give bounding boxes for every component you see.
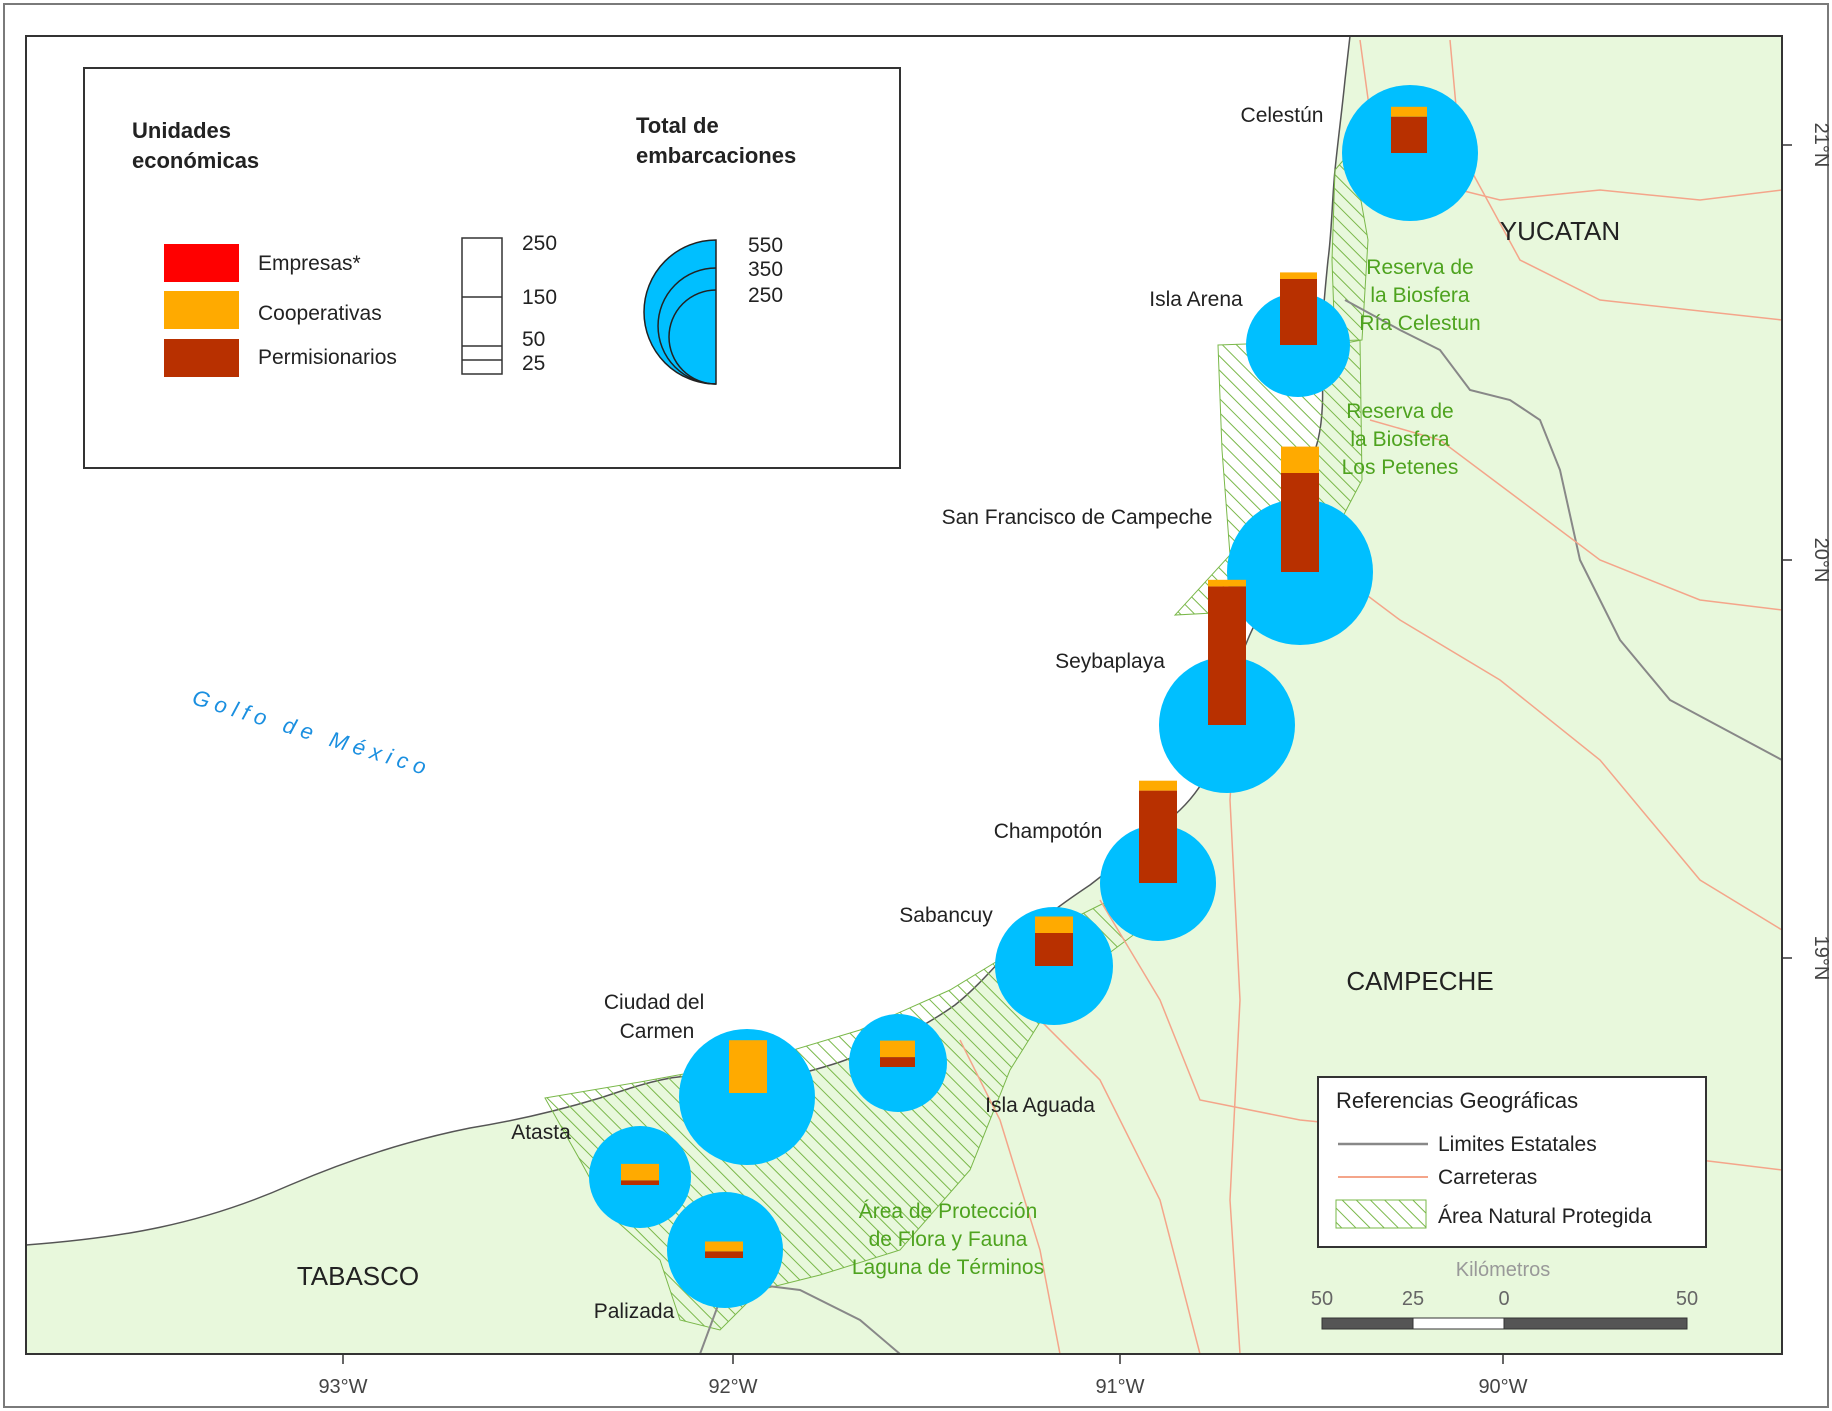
legend-label-cooperativas: Cooperativas xyxy=(258,302,382,325)
bar-permisionarios-seybaplaya xyxy=(1208,586,1246,725)
legend-circle-550: 550 xyxy=(748,234,783,257)
bar-permisionarios-sabancuy xyxy=(1035,933,1073,966)
geo-legend-roads: Carreteras xyxy=(1438,1166,1537,1189)
bar-cooperativas-champoton xyxy=(1139,780,1177,791)
bar-cooperativas-ciudad-del-carmen xyxy=(729,1040,767,1093)
locality-labels: Celestún Isla Arena San Francisco de Cam… xyxy=(511,104,1323,1323)
bar-cooperativas-celestun xyxy=(1391,106,1427,117)
lon-90: 90°W xyxy=(1478,1376,1527,1398)
lat-21: 21°N xyxy=(1810,123,1832,168)
boats-circle-ciudad-del-carmen xyxy=(679,1029,815,1165)
geo-legend-state: Limites Estatales xyxy=(1438,1133,1597,1156)
bar-cooperativas-san-francisco-de-campeche xyxy=(1281,446,1319,473)
lon-92: 92°W xyxy=(708,1376,757,1398)
longitude-axis xyxy=(342,1354,1504,1364)
reserve-terminos-label: Área de Protección de Flora y Fauna Lagu… xyxy=(852,1200,1044,1279)
bar-permisionarios-champoton xyxy=(1139,790,1177,883)
legend-boats-title-1: Total de xyxy=(636,113,719,138)
legend-units-title-2: económicas xyxy=(132,148,259,173)
legend-swatch-cooperativas xyxy=(164,291,239,329)
scale-tick-50-left: 50 xyxy=(1311,1288,1333,1310)
scale-tick-0: 0 xyxy=(1498,1288,1509,1310)
legend-bar-25: 25 xyxy=(522,352,545,375)
legend-swatch-empresas xyxy=(164,244,239,282)
latitude-axis xyxy=(1782,144,1792,959)
legend-circle-scale xyxy=(643,239,717,385)
geo-legend-box: Referencias Geográficas Limites Estatale… xyxy=(1317,1076,1707,1248)
legend-bar-scale xyxy=(461,237,503,375)
lat-20: 20°N xyxy=(1810,538,1832,583)
svg-text:Ría Celestun: Ría Celestun xyxy=(1359,312,1480,335)
svg-text:la Biosfera: la Biosfera xyxy=(1370,284,1470,307)
region-tabasco-label: TABASCO xyxy=(297,1261,419,1291)
locality-label-campeche: San Francisco de Campeche xyxy=(942,506,1213,529)
legend-boats-title-2: embarcaciones xyxy=(636,143,796,168)
svg-text:Área de Protección: Área de Protección xyxy=(859,1200,1038,1223)
svg-text:de Flora y Fauna: de Flora y Fauna xyxy=(869,1228,1028,1251)
bar-cooperativas-isla-aguada xyxy=(880,1040,915,1058)
region-yucatan-label: YUCATAN xyxy=(1500,216,1620,246)
svg-text:Los Petenes: Los Petenes xyxy=(1342,456,1459,479)
geo-legend-reserve: Área Natural Protegida xyxy=(1438,1205,1652,1228)
lon-91: 91°W xyxy=(1095,1376,1144,1398)
state-boundary-yucatan xyxy=(1344,299,1782,761)
reserve-celestun-label: Reserva de la Biosfera Ría Celestun xyxy=(1359,256,1480,335)
locality-label-isla-arena: Isla Arena xyxy=(1149,288,1243,311)
bar-permisionarios-isla-arena xyxy=(1280,279,1317,345)
legend-circle-250: 250 xyxy=(748,284,783,307)
scale-tick-50-right: 50 xyxy=(1676,1288,1698,1310)
scale-bar: Kilómetros 50 25 0 50 xyxy=(1311,1259,1698,1330)
bar-cooperativas-palizada xyxy=(705,1241,743,1252)
locality-label-palizada: Palizada xyxy=(594,1300,675,1323)
bar-permisionarios-san-francisco-de-campeche xyxy=(1281,473,1319,572)
geo-legend-title: Referencias Geográficas xyxy=(1336,1088,1578,1113)
legend-box: Unidades económicas Total de embarcacion… xyxy=(83,67,901,469)
bar-permisionarios-isla-aguada xyxy=(880,1057,915,1067)
bar-permisionarios-atasta xyxy=(621,1180,659,1185)
bar-cooperativas-atasta xyxy=(621,1163,659,1181)
legend-units-title-1: Unidades xyxy=(132,118,231,143)
scale-tick-25: 25 xyxy=(1402,1288,1424,1310)
legend-label-empresas: Empresas* xyxy=(258,252,361,275)
legend-bar-150: 150 xyxy=(522,286,557,309)
state-boundary-tabasco xyxy=(699,1283,901,1354)
svg-text:Reserva de: Reserva de xyxy=(1366,256,1473,279)
svg-text:Laguna de Términos: Laguna de Términos xyxy=(852,1256,1044,1279)
reserve-petenes-label: Reserva de la Biosfera Los Petenes xyxy=(1342,400,1459,479)
bar-permisionarios-palizada xyxy=(705,1251,743,1258)
legend-bar-50: 50 xyxy=(522,328,545,351)
region-campeche-label: CAMPECHE xyxy=(1346,966,1493,996)
legend-swatch-permisionarios xyxy=(164,339,239,377)
map-frame xyxy=(25,35,1783,1355)
lat-19: 19°N xyxy=(1810,936,1832,981)
legend-label-permisionarios: Permisionarios xyxy=(258,346,397,369)
locality-label-atasta: Atasta xyxy=(511,1121,571,1144)
legend-circle-350: 350 xyxy=(748,258,783,281)
locality-symbols xyxy=(589,85,1478,1308)
svg-text:la Biosfera: la Biosfera xyxy=(1350,428,1450,451)
locality-label-seybaplaya: Seybaplaya xyxy=(1055,650,1165,673)
legend-bar-250: 250 xyxy=(522,232,557,255)
geo-legend-reserve-swatch xyxy=(1335,1199,1427,1229)
lon-93: 93°W xyxy=(318,1376,367,1398)
locality-label-isla-aguada: Isla Aguada xyxy=(985,1094,1095,1117)
bar-permisionarios-celestun xyxy=(1391,116,1427,153)
locality-label-sabancuy: Sabancuy xyxy=(899,904,993,927)
locality-label-ciudad-del-carmen: Ciudad del Carmen xyxy=(604,991,710,1043)
locality-label-celestun: Celestún xyxy=(1241,104,1324,127)
bar-cooperativas-isla-arena xyxy=(1280,272,1317,279)
svg-text:Reserva de: Reserva de xyxy=(1346,400,1453,423)
locality-label-champoton: Champotón xyxy=(994,820,1103,843)
bar-cooperativas-seybaplaya xyxy=(1208,579,1246,587)
bar-cooperativas-sabancuy xyxy=(1035,916,1073,933)
scale-bar-title: Kilómetros xyxy=(1456,1259,1550,1281)
